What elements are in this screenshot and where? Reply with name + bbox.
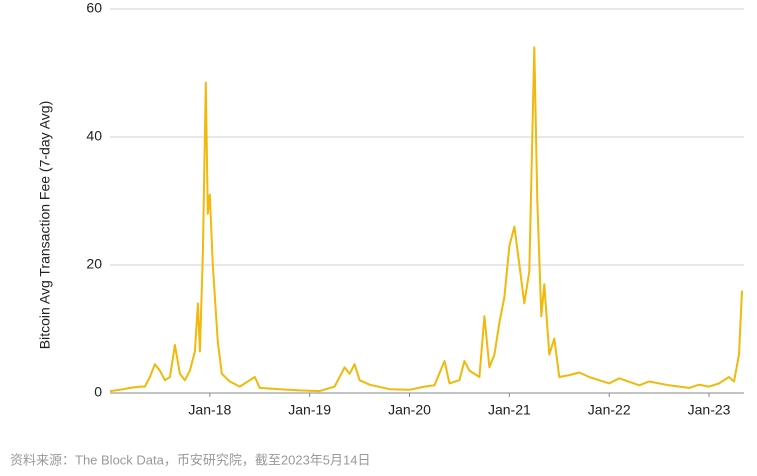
y-tick-label: 0 [94, 384, 102, 400]
y-axis-label: Bitcoin Avg Transaction Fee (7-day Avg) [37, 101, 53, 350]
y-tick-label: 60 [86, 0, 102, 16]
y-tick-label: 40 [86, 128, 102, 144]
x-tick-label: Jan-23 [688, 402, 731, 418]
source-note: 资料来源：The Block Data，币安研究院，截至2023年5月14日 [10, 452, 370, 467]
x-tick-label: Jan-18 [188, 402, 231, 418]
x-tick-label: Jan-20 [388, 402, 431, 418]
y-tick-label: 20 [86, 256, 102, 272]
data-line [109, 46, 743, 393]
x-tick-label: Jan-19 [288, 402, 331, 418]
x-tick-label: Jan-22 [588, 402, 631, 418]
x-tick-label: Jan-21 [488, 402, 531, 418]
